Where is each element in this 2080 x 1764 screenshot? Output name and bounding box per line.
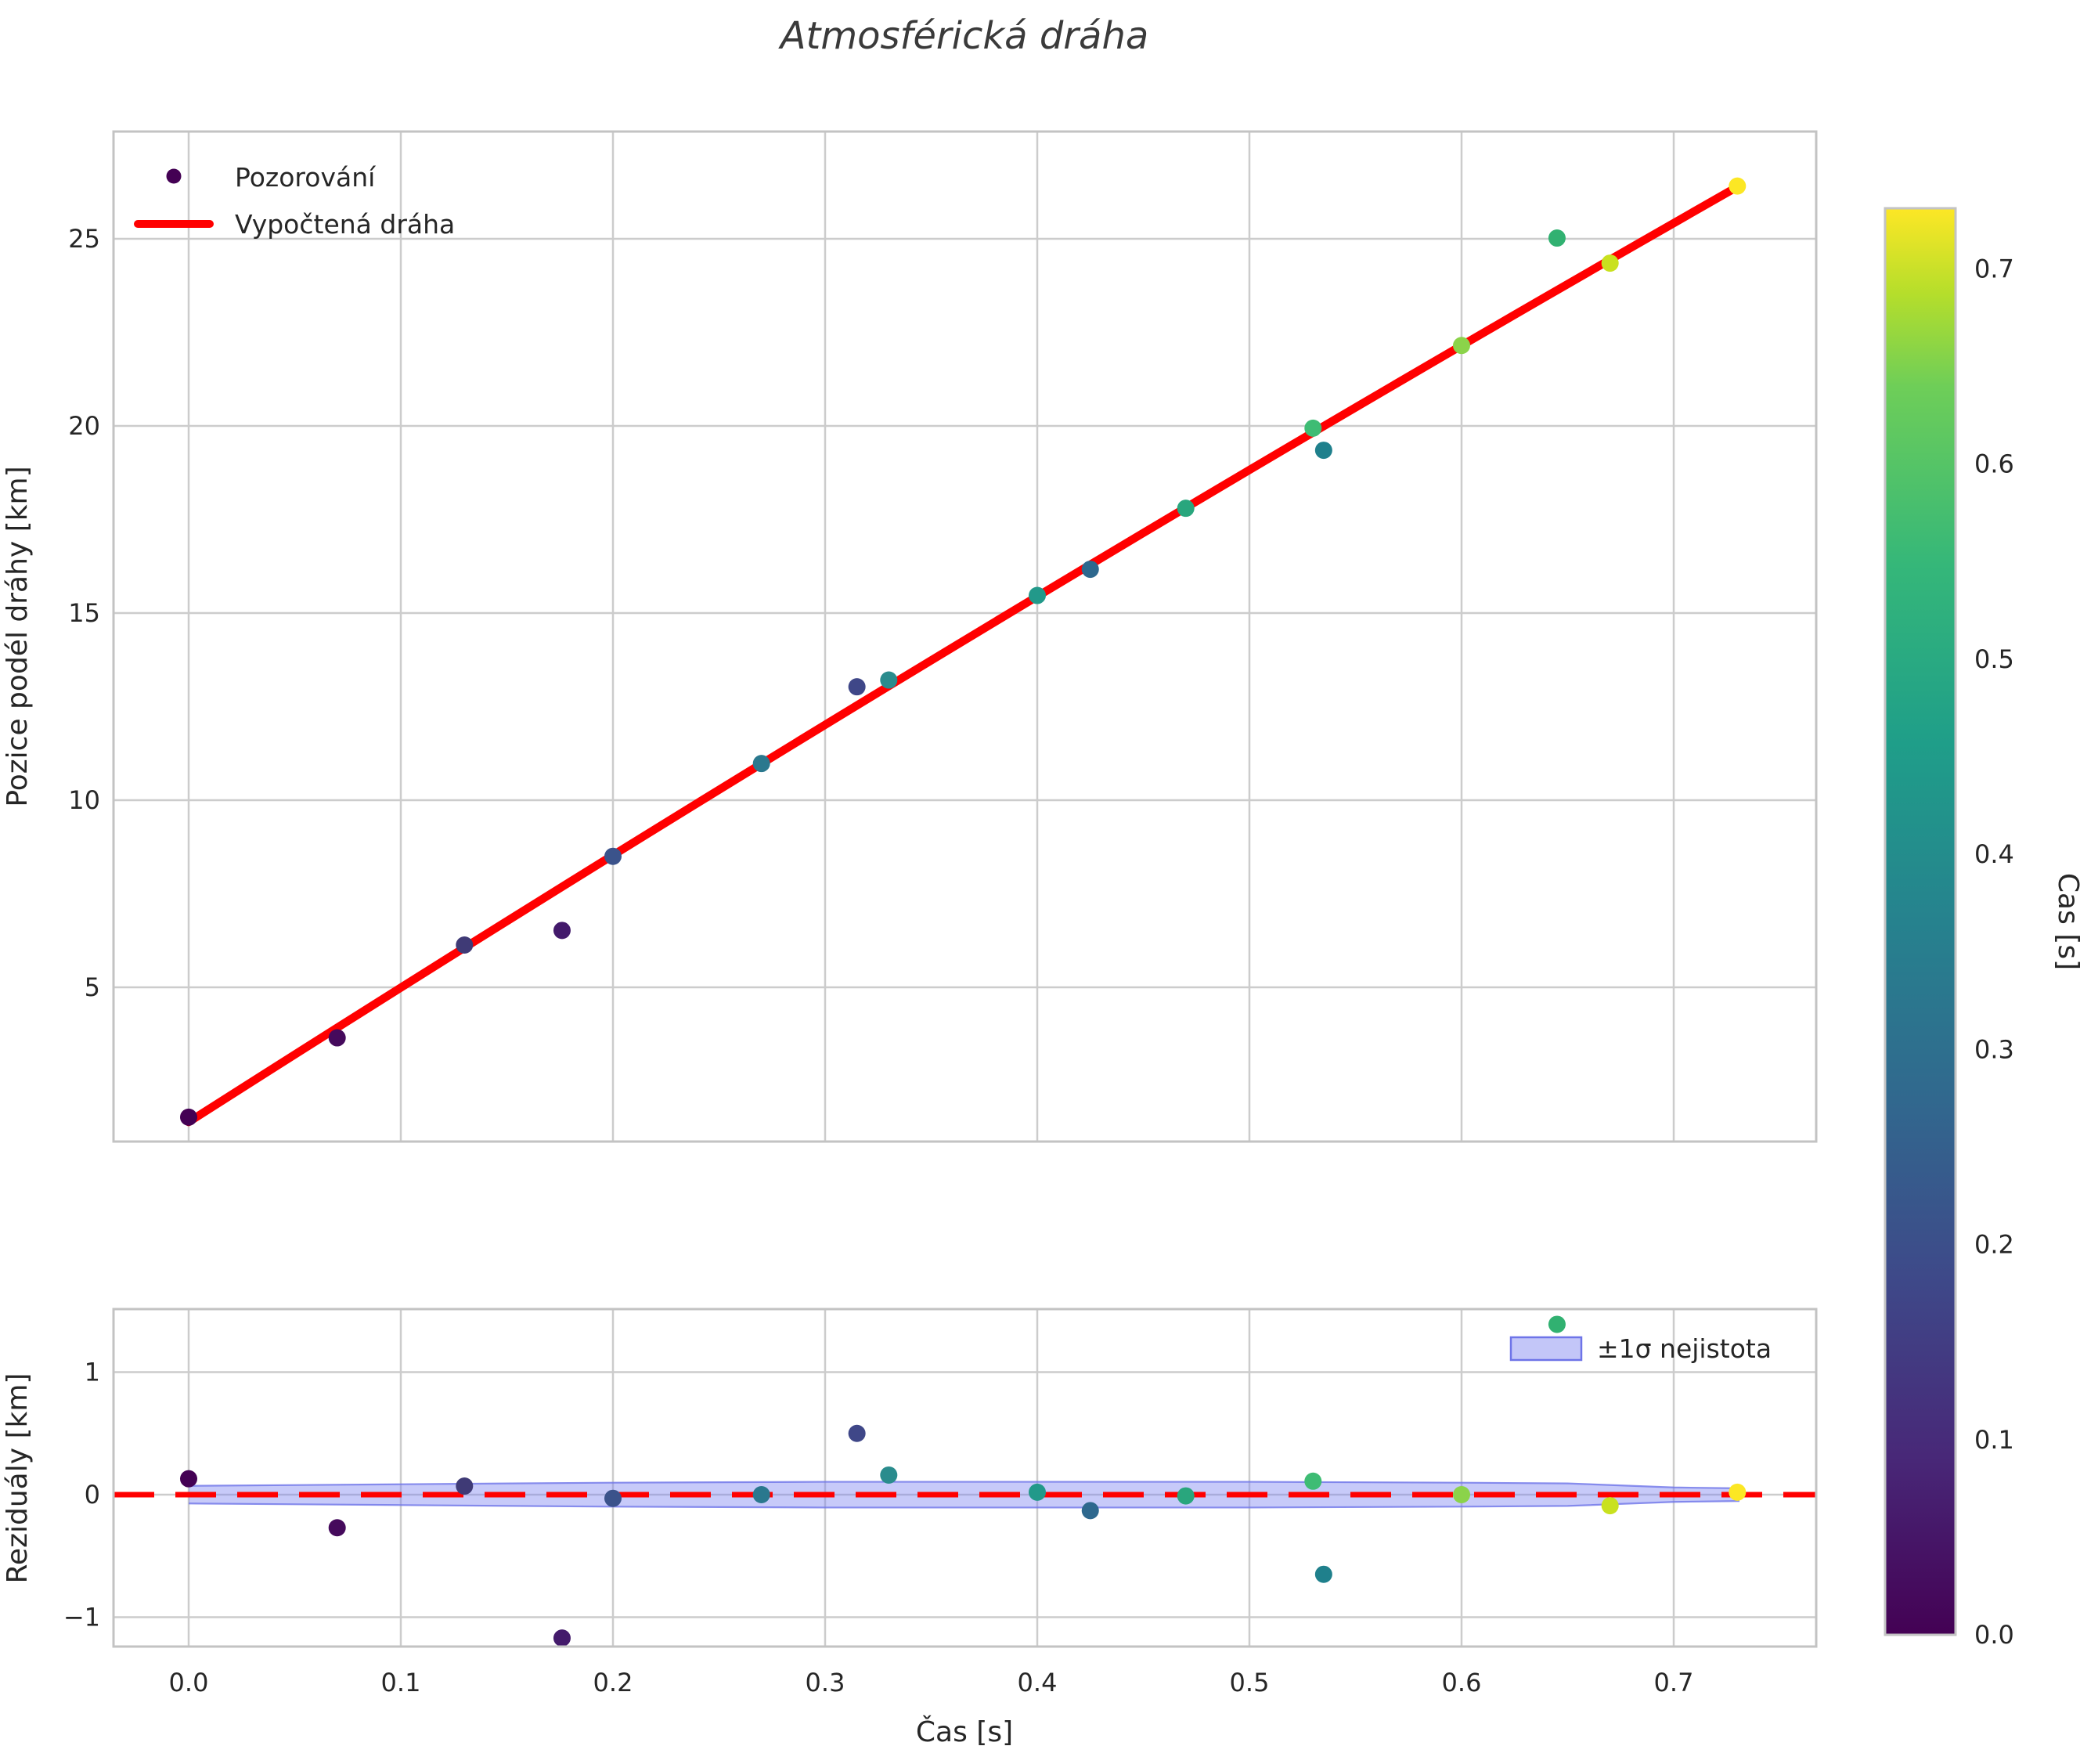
x-tick-label: 0.1 [381, 1668, 421, 1697]
observation-point [1029, 586, 1046, 604]
residuals-layer [180, 1315, 1747, 1647]
bottom-y-axis-label: Reziduály [km] [2, 1373, 34, 1584]
x-tick-label: 0.5 [1230, 1668, 1270, 1697]
colorbar-tick-label: 0.6 [1974, 449, 2014, 479]
observation-point [1729, 177, 1747, 195]
residual-point [1081, 1502, 1099, 1520]
x-tick-label: 0.3 [806, 1668, 845, 1697]
legend-band-label: ±1σ nejistota [1597, 1333, 1772, 1364]
bottom-y-tick-label: 1 [85, 1358, 100, 1387]
observation-point [752, 755, 770, 773]
uncertainty-band-upper-edge [188, 1481, 1740, 1489]
residual-point [1029, 1483, 1046, 1501]
observation-point [328, 1029, 346, 1047]
colorbar-tick-label: 0.5 [1974, 644, 2014, 674]
observation-point [848, 678, 866, 696]
residual-point [1601, 1497, 1619, 1515]
x-tick-label: 0.6 [1442, 1668, 1482, 1697]
residual-point [1304, 1472, 1322, 1490]
top-y-tick-label: 10 [68, 785, 100, 815]
observation-point [1081, 561, 1099, 579]
residual-point [180, 1470, 197, 1488]
observation-point [1453, 337, 1470, 355]
observations-top-layer [180, 177, 1747, 1126]
x-tick-label: 0.2 [593, 1668, 633, 1697]
residual-point [1177, 1487, 1195, 1505]
legend-fit-label: Vypočtená dráha [235, 209, 455, 240]
observation-point [456, 936, 474, 954]
uncertainty-band [189, 1481, 1740, 1508]
observation-point [604, 847, 622, 865]
colorbar-gradient [1884, 207, 1957, 1636]
top-y-tick-label: 25 [68, 224, 100, 254]
residual-point [328, 1519, 346, 1537]
legend-observation-marker [166, 168, 182, 184]
residual-point [1729, 1483, 1747, 1501]
residual-point [1453, 1486, 1470, 1503]
x-tick-label: 0.7 [1654, 1668, 1694, 1697]
top-y-tick-label: 15 [68, 598, 100, 628]
top-y-tick-label: 5 [85, 972, 100, 1002]
x-tick-label: 0.0 [169, 1668, 209, 1697]
residual-point [604, 1489, 622, 1507]
figure-title: Atmosférická dráha [778, 14, 1149, 58]
uncertainty-band-layer [188, 1481, 1740, 1509]
residual-point [752, 1486, 770, 1503]
uncertainty-band-lower-edge [188, 1500, 1740, 1509]
residual-point [848, 1424, 866, 1442]
axes-spines [112, 130, 1818, 1648]
observation-point [1304, 419, 1322, 437]
observation-point [1601, 254, 1619, 272]
top-y-axis-label: Pozice podél dráhy [km] [2, 466, 34, 806]
top-plot-grid [114, 132, 1816, 1142]
bottom-plot-legend: ±1σ nejistota [1509, 1333, 1772, 1364]
x-axis-label: Čas [s] [916, 1715, 1013, 1748]
colorbar-tick-label: 0.2 [1974, 1230, 2014, 1260]
bottom-plot-border [112, 1308, 1818, 1648]
top-y-tick-label: 20 [68, 411, 100, 441]
top-plot-legend: Pozorování Vypočtená dráha [134, 162, 455, 240]
colorbar-tick-label: 0.4 [1974, 839, 2014, 869]
observation-point [553, 922, 571, 940]
legend-band-patch [1509, 1336, 1583, 1362]
colorbar [1884, 207, 1957, 1636]
residual-point [1314, 1565, 1332, 1583]
observation-point [1548, 229, 1566, 247]
residual-point [456, 1477, 474, 1495]
residual-point [553, 1629, 571, 1647]
colorbar-tick-label: 0.0 [1974, 1620, 2014, 1650]
observation-point [1177, 500, 1195, 518]
x-tick-label: 0.4 [1018, 1668, 1058, 1697]
residual-point [1548, 1315, 1566, 1333]
top-plot-border [112, 130, 1818, 1143]
observation-point [180, 1108, 197, 1126]
colorbar-tick-label: 0.3 [1974, 1034, 2014, 1064]
bottom-y-tick-label: 0 [85, 1480, 100, 1510]
colorbar-tick-label: 0.1 [1974, 1425, 2014, 1455]
observation-point [880, 671, 898, 689]
colorbar-label: Čas [s] [2052, 873, 2080, 970]
legend-observations-label: Pozorování [235, 162, 377, 193]
observation-point [1314, 442, 1332, 460]
fit-line-layer [114, 182, 1816, 1498]
bottom-y-tick-label: −1 [63, 1603, 100, 1632]
residual-point [880, 1466, 898, 1484]
tick-labels: 0.0 0.1 0.2 0.3 0.4 0.5 0.6 0.7 5 10 15 20 25 −1 0 1 0.0… [63, 224, 2014, 1697]
fit-line [184, 182, 1742, 1127]
colorbar-tick-label: 0.7 [1974, 254, 2014, 283]
